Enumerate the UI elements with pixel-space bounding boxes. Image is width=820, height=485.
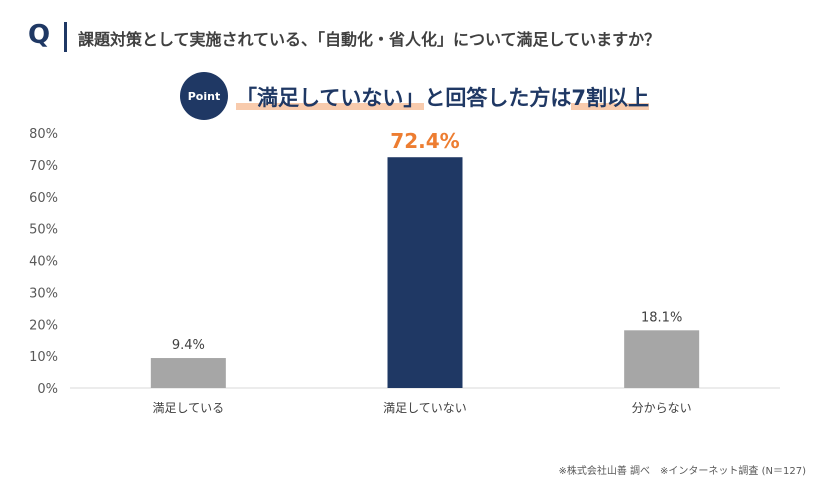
data-label: 72.4%: [390, 129, 459, 153]
footnote: ※株式会社山善 調べ ※インターネット調査 (N＝127): [558, 466, 807, 477]
y-tick-label: 30%: [29, 286, 58, 301]
headline: 「満足していない」と回答した方は7割以上: [236, 82, 649, 112]
y-tick-label: 20%: [29, 318, 58, 333]
bar: [150, 358, 226, 388]
bar: [624, 330, 700, 388]
y-tick-label: 50%: [29, 223, 58, 238]
y-tick-label: 10%: [29, 350, 58, 365]
y-tick-label: 60%: [29, 191, 58, 206]
question-text: 課題対策として実施されている、「自動化・省人化」について満足していますか？: [78, 30, 661, 49]
y-tick-label: 0%: [37, 382, 58, 397]
data-label: 9.4%: [172, 338, 205, 353]
y-tick-label: 80%: [29, 127, 58, 142]
headline-highlight-1: 「満足していない」: [236, 86, 425, 110]
point-badge: Point: [180, 72, 228, 120]
divider: [64, 22, 67, 52]
x-tick-label: 満足している: [153, 401, 225, 415]
bar: [387, 157, 463, 388]
x-tick-label: 分からない: [632, 401, 692, 415]
y-tick-label: 40%: [29, 255, 58, 270]
data-label: 18.1%: [641, 310, 682, 325]
q-label: Q: [28, 20, 51, 50]
x-tick-label: 満足していない: [383, 401, 467, 415]
headline-highlight-2: 7割以上: [571, 86, 649, 110]
headline-mid: と回答した方は: [424, 86, 572, 110]
y-tick-label: 70%: [29, 159, 58, 174]
